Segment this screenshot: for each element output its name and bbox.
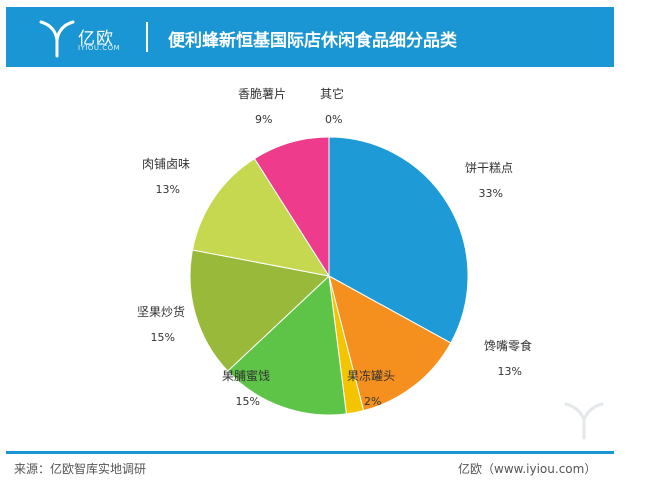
page-title: 便利蜂新恒基国际店休闲食品细分品类 — [168, 31, 457, 51]
slice-label: 果脯蜜饯 — [222, 368, 270, 383]
slice-label: 其它 — [320, 86, 344, 101]
pie-slice — [189, 249, 331, 372]
slice-value-label: 33% — [479, 187, 503, 200]
header-divider — [146, 22, 148, 52]
slice-value-label: 2% — [364, 395, 381, 408]
slice-value-label: 13% — [156, 183, 180, 196]
watermark-logo-icon — [564, 402, 604, 440]
slice-value-label: 13% — [498, 365, 522, 378]
slice-label: 坚果炒货 — [137, 304, 185, 319]
pie-slice — [328, 136, 469, 344]
slice-label: 饼干糕点 — [465, 161, 513, 175]
pie-slice — [253, 136, 330, 278]
footer-site: 亿欧（www.iyiou.com） — [458, 462, 597, 476]
footer-divider — [6, 451, 614, 454]
logo-subtext: IYIOU.COM — [78, 44, 121, 52]
slice-value-label: 0% — [325, 113, 342, 126]
slice-label: 香脆薯片 — [238, 86, 286, 101]
slice-label: 肉铺卤味 — [142, 157, 190, 171]
slice-value-label: 9% — [255, 113, 272, 126]
pie-slice — [226, 274, 347, 416]
slice-value-label: 15% — [236, 395, 260, 408]
pie-slice — [191, 157, 331, 277]
logo-text: 亿欧 — [78, 29, 114, 49]
header-bar: 亿欧 IYIOU.COM 便利蜂新恒基国际店休闲食品细分品类 — [6, 7, 614, 67]
yiou-logo-icon — [39, 20, 75, 58]
slice-label: 馋嘴零食 — [484, 338, 532, 353]
slice-label: 果冻罐头 — [347, 368, 395, 383]
pie-slice — [328, 275, 452, 412]
slice-value-label: 15% — [151, 331, 175, 344]
footer-source: 来源：亿欧智库实地调研 — [14, 462, 147, 476]
